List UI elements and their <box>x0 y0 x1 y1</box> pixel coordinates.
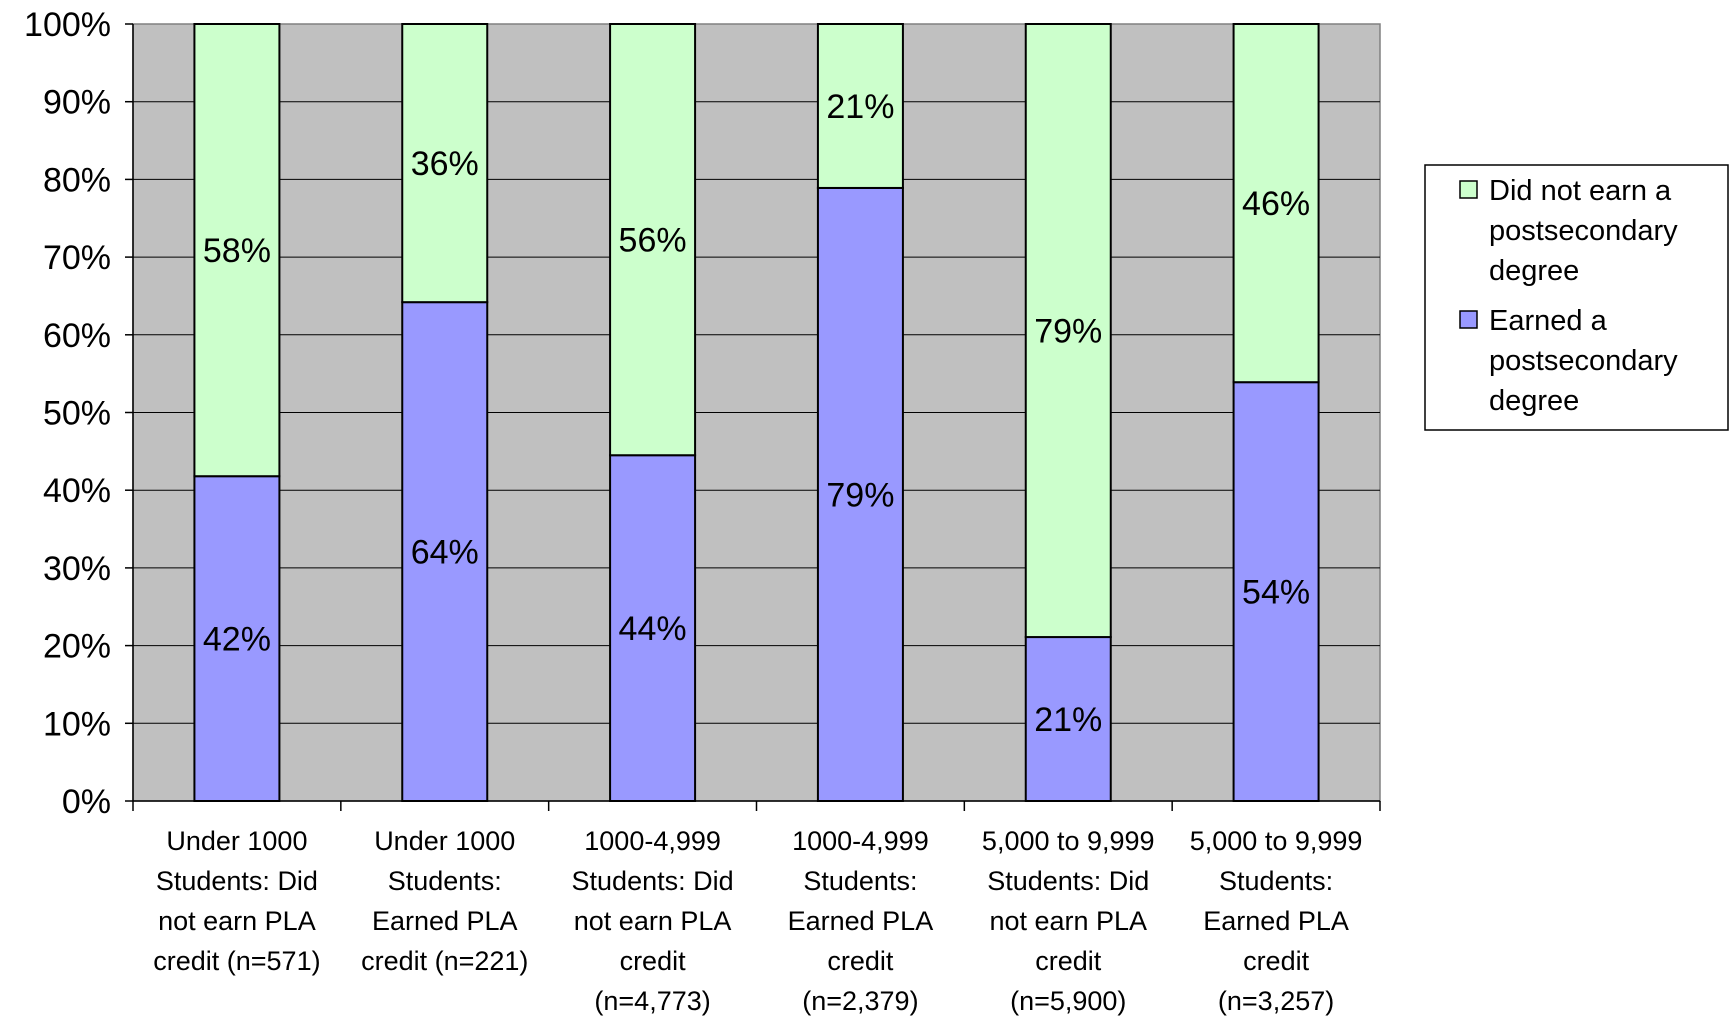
x-tick-label: Under 1000 Students: Earned PLA credit (n=2… <box>361 826 528 976</box>
data-label: 36% <box>411 145 479 183</box>
bar-earned <box>1232 381 1320 802</box>
bar-not-earned <box>1024 23 1112 639</box>
x-axis: Under 1000 Students: Did not earn PLA credi… <box>132 800 1381 1016</box>
y-tick-label: 80% <box>43 161 111 199</box>
y-tick-label: 40% <box>43 472 111 510</box>
x-tick-label: Under 1000 Students: Did not earn PLA credi… <box>153 826 320 976</box>
data-label: 56% <box>619 222 687 260</box>
y-tick-label: 10% <box>43 705 111 743</box>
data-label: 54% <box>1242 574 1310 612</box>
data-label: 21% <box>826 88 894 126</box>
bar-not-earned <box>1232 23 1320 384</box>
bar-not-earned <box>816 23 904 189</box>
x-tick-label: 5,000 to 9,999 Students: Earned PLA credit(… <box>1190 826 1363 1016</box>
data-label: 79% <box>1034 313 1102 351</box>
x-tick-label: 5,000 to 9,999 Students: Did not earn PLA c… <box>982 826 1155 1016</box>
legend-label: Earned a postsecondary degree <box>1489 305 1678 417</box>
y-tick-label: 30% <box>43 550 111 588</box>
legend-swatch <box>1459 310 1478 329</box>
y-tick-label: 100% <box>24 6 111 44</box>
bar-earned <box>609 454 697 802</box>
y-tick-label: 0% <box>62 783 111 821</box>
bar-not-earned <box>401 23 489 304</box>
y-tick-label: 20% <box>43 628 111 666</box>
legend-swatch <box>1459 180 1478 199</box>
y-tick-label: 60% <box>43 317 111 355</box>
y-axis: 0% 10% 20% 30% 40% 50% 60% 70% 80% 90% 100% <box>24 6 134 821</box>
bar-earned <box>816 186 904 802</box>
y-tick-label: 70% <box>43 239 111 277</box>
bar-not-earned <box>193 23 281 478</box>
gridlines <box>133 101 1380 724</box>
data-label: 21% <box>1034 701 1102 739</box>
y-tick-label: 90% <box>43 84 111 122</box>
x-tick-label: 1000-4,999 Students: Earned PLA credit (n=2,… <box>788 826 934 1016</box>
y-tick-label: 50% <box>43 395 111 433</box>
data-label: 58% <box>203 232 271 270</box>
legend: Did not earn a postsecondary degree Earned … <box>1424 164 1729 431</box>
legend-box <box>1424 164 1729 431</box>
data-label: 79% <box>826 476 894 514</box>
data-label: 64% <box>411 534 479 572</box>
data-label: 42% <box>203 621 271 659</box>
data-label: 44% <box>619 610 687 648</box>
data-label: 46% <box>1242 185 1310 223</box>
x-tick-label: 1000-4,999 Students: Did not earn PLA credi… <box>572 826 734 1016</box>
bar-not-earned <box>609 23 697 457</box>
bar-labels: 42% 58% 64% 36% 44% 56% 79% 21% 21% 79% 54% 46% <box>203 88 1310 739</box>
bars <box>193 23 1320 802</box>
legend-label: Did not earn a postsecondary degree <box>1489 175 1678 287</box>
